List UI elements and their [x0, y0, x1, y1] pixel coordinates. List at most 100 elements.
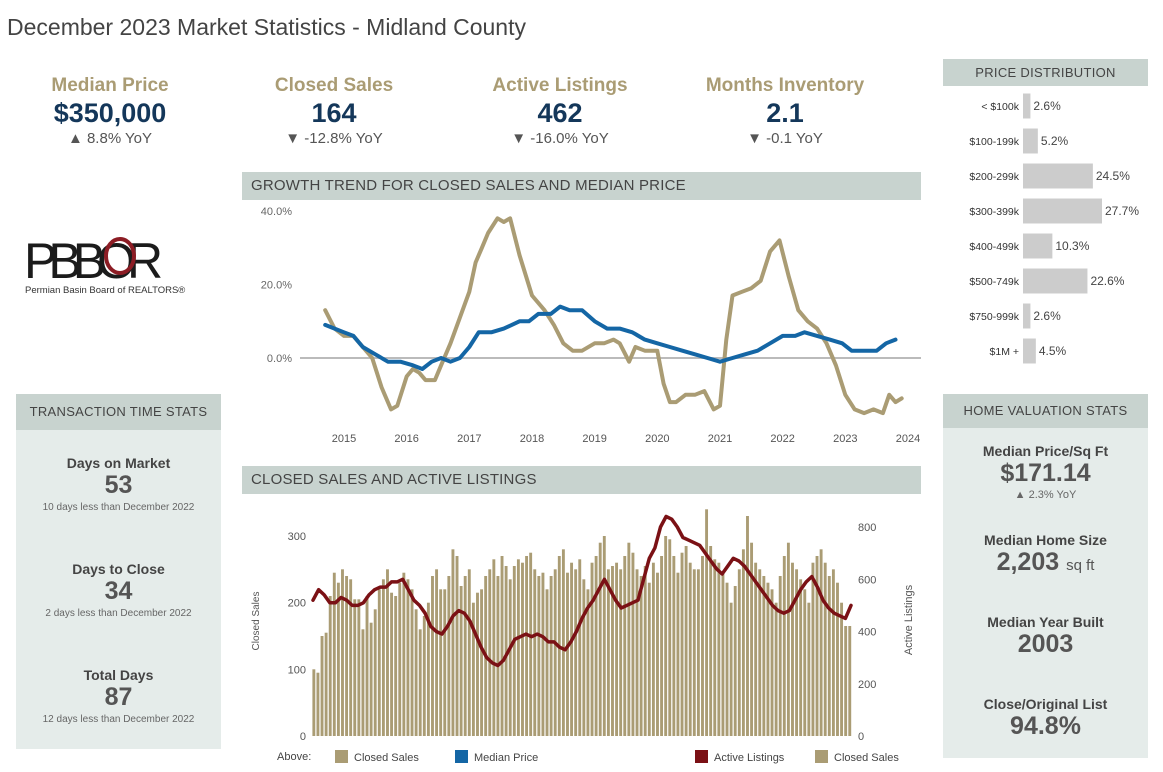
- price-value-label: 2.6%: [1033, 309, 1061, 323]
- closed-sales-bar: [541, 572, 545, 736]
- series-line: [323, 216, 904, 416]
- closed-sales-bar: [717, 562, 721, 736]
- closed-sales-bar: [574, 569, 578, 736]
- closed-sales-bar: [533, 569, 537, 736]
- closed-sales-bar: [627, 542, 631, 736]
- growth-trend-chart: 40.0% 20.0% 0.0% 2015 2016 2017 2018 2019 2020 20…: [261, 206, 921, 445]
- closed-sales-bar: [402, 572, 406, 736]
- closed-sales-bar: [386, 569, 389, 736]
- legend-swatch: [695, 750, 708, 763]
- price-value-label: 4.5%: [1039, 344, 1067, 358]
- price-bar: [1023, 268, 1088, 294]
- closed-sales-bar: [815, 556, 819, 736]
- closed-sales-bar: [512, 566, 516, 736]
- closed-sales-bar: [770, 589, 774, 736]
- closed-sales-bar: [840, 602, 844, 736]
- closed-sales-bar: [721, 572, 725, 736]
- closed-sales-bar: [377, 589, 381, 736]
- closed-sales-bar: [668, 539, 672, 736]
- closed-sales-bar: [521, 562, 524, 736]
- stat-label: Total Days: [83, 667, 154, 683]
- price-bar: [1023, 338, 1036, 364]
- closed-sales-bar: [545, 589, 549, 736]
- stat-total-days: Total Days 87 12 days less than December…: [16, 667, 221, 725]
- closed-sales-bar: [782, 556, 786, 736]
- closed-sales-bar: [549, 576, 553, 736]
- series-line: [323, 304, 898, 371]
- chart-legend: Above: Closed Sales Median Price Active Lis…: [277, 750, 899, 764]
- closed-sales-bar: [602, 536, 606, 736]
- price-category-label: $500-749k: [969, 276, 1019, 288]
- closed-sales-bar: [537, 576, 541, 736]
- closed-sales-bar: [426, 602, 430, 736]
- closed-sales-bar: [312, 669, 316, 736]
- sales-listings-header: CLOSED SALES AND ACTIVE LISTINGS: [242, 466, 921, 494]
- closed-sales-bar: [831, 569, 835, 736]
- kpi-median-price: Median Price $350,000 ▲ 8.8% YoY: [15, 75, 205, 147]
- closed-sales-bar: [598, 542, 602, 736]
- price-category-label: $300-399k: [969, 206, 1019, 218]
- closed-sales-bar: [488, 569, 492, 736]
- right-tick-label: 800: [858, 522, 876, 534]
- closed-sales-bar: [394, 596, 398, 736]
- stat-label: Median Year Built: [987, 614, 1104, 630]
- closed-sales-bar: [406, 579, 410, 736]
- x-tick-label: 2023: [833, 433, 857, 445]
- legend-label: Median Price: [474, 752, 538, 764]
- closed-sales-bar: [455, 556, 459, 736]
- stat-value-row: 2,203 sq ft: [943, 548, 1148, 580]
- left-tick-label: 300: [288, 531, 306, 543]
- closed-sales-bar: [672, 556, 676, 736]
- closed-sales-bar: [791, 562, 794, 736]
- closed-sales-bar: [508, 579, 512, 736]
- price-category-label: $750-999k: [969, 311, 1019, 323]
- price-bar: [1023, 233, 1053, 259]
- closed-sales-bar: [459, 586, 463, 736]
- kpi-value: 462: [537, 98, 583, 128]
- left-tick-label: 100: [288, 664, 306, 676]
- stat-value: 2,203: [996, 548, 1060, 576]
- closed-sales-bar: [553, 569, 557, 736]
- closed-sales-bar: [713, 559, 717, 736]
- closed-sales-bar: [324, 632, 328, 736]
- closed-sales-bar: [758, 569, 762, 736]
- closed-sales-bar: [651, 562, 655, 736]
- logo-caption: Permian Basin Board of REALTORS®: [25, 285, 185, 296]
- closed-sales-bar: [774, 602, 778, 736]
- closed-sales-bar: [786, 542, 790, 736]
- closed-sales-bar: [692, 569, 696, 736]
- closed-sales-bar: [316, 672, 320, 736]
- closed-sales-bar: [476, 592, 479, 736]
- active-listings-line: [311, 514, 853, 668]
- closed-sales-bar: [811, 562, 815, 736]
- closed-sales-bar: [566, 572, 569, 736]
- closed-sales-bar: [410, 589, 414, 736]
- y-tick-label: 40.0%: [261, 206, 292, 218]
- closed-sales-bar: [480, 589, 484, 736]
- closed-sales-bar: [688, 562, 692, 736]
- right-tick-label: 0: [858, 731, 864, 743]
- closed-sales-bar: [778, 576, 782, 736]
- closed-sales-bar: [762, 576, 766, 736]
- y-tick-label: 20.0%: [261, 280, 292, 292]
- stat-value: 94.8%: [1010, 712, 1081, 740]
- closed-sales-bar: [365, 596, 369, 736]
- x-tick-label: 2022: [770, 433, 794, 445]
- closed-sales-bar: [684, 546, 688, 736]
- page-title: December 2023 Market Statistics - Midlan…: [7, 14, 526, 40]
- closed-sales-bar: [615, 562, 619, 736]
- closed-sales-bar: [729, 602, 733, 736]
- stat-value: $171.14: [1000, 459, 1091, 487]
- closed-sales-bar: [435, 569, 439, 736]
- kpi-closed-sales: Closed Sales 164 ▼ -12.8% YoY: [239, 75, 429, 147]
- closed-sales-bar: [823, 562, 827, 736]
- logo-mark: PBBOR Permian Basin Board of REALTORS®: [24, 233, 185, 296]
- closed-sales-bar: [619, 569, 623, 736]
- price-category-label: $400-499k: [969, 241, 1019, 253]
- left-axis-label: Closed Sales: [251, 592, 262, 651]
- closed-sales-bar: [696, 569, 700, 736]
- kpi-value: 164: [311, 98, 357, 128]
- price-bar: [1023, 128, 1038, 154]
- legend-label: Closed Sales: [834, 752, 899, 764]
